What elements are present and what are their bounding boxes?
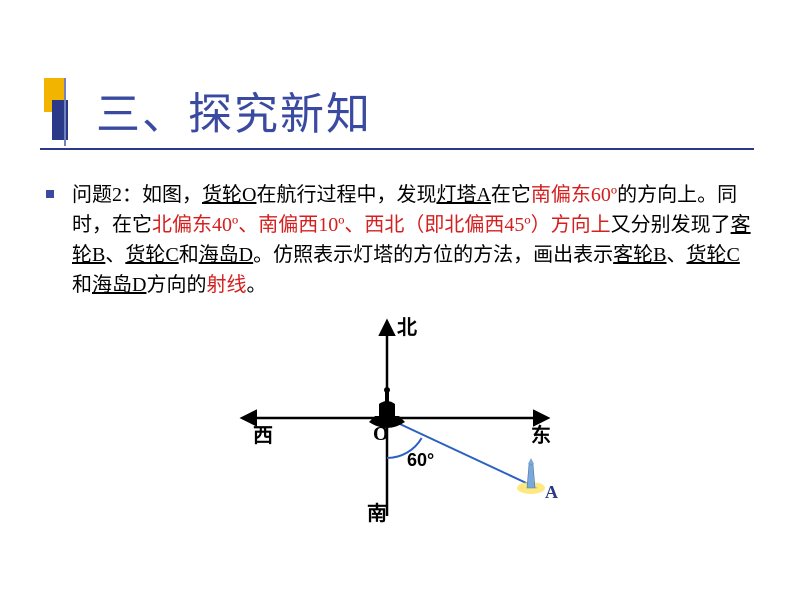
svg-text:A: A: [545, 482, 558, 502]
problem-text: 问题2：如图，货轮O在航行过程中，发现灯塔A在它南偏东60º的方向上。同时，在它…: [72, 180, 754, 300]
text-seg: 在它: [491, 184, 531, 206]
slide-title: 三、探究新知: [96, 78, 372, 142]
body-content: 问题2：如图，货轮O在航行过程中，发现灯塔A在它南偏东60º的方向上。同时，在它…: [46, 180, 754, 300]
text-ray: 射线: [206, 274, 246, 296]
svg-text:60°: 60°: [407, 450, 434, 470]
svg-text:南: 南: [367, 502, 387, 525]
text-seg: 方向的: [146, 274, 206, 296]
svg-text:东: 东: [531, 423, 551, 447]
text-seg: 、: [105, 244, 125, 266]
text-bearings-234: 北偏东40º、南偏西10º、西北（即北偏西45º）方向上: [152, 214, 611, 236]
text-cargo-o: 货轮O: [202, 184, 256, 206]
compass-diagram: 北南 东 西 O 60° A: [207, 310, 587, 555]
text-seg: 。仿照表示灯塔的方位的方法，画出表示: [253, 244, 613, 266]
text-cargo-c: 货轮C: [125, 244, 178, 266]
title-underline: [40, 148, 754, 150]
bullet-icon: [46, 190, 54, 198]
text-seg: 在航行过程中，发现: [256, 184, 436, 206]
svg-text:北: 北: [397, 316, 417, 339]
text-seg: 和: [179, 244, 199, 266]
text-liner-b-2: 客轮B: [613, 244, 666, 266]
text-seg: 。: [246, 274, 266, 296]
text-prefix: 问题2：如图，: [72, 184, 202, 206]
text-seg: 又分别发现了: [611, 214, 731, 236]
text-lighthouse-a: 灯塔A: [436, 184, 490, 206]
text-seg: 、: [666, 244, 686, 266]
text-cargo-c-2: 货轮C: [686, 244, 739, 266]
title-ornament: [40, 78, 76, 140]
svg-text:西: 西: [253, 425, 273, 447]
ornament-vertical-line: [64, 78, 66, 146]
diagram-svg: 北南 东 西 O 60° A: [207, 310, 587, 550]
text-seg: 和: [72, 274, 92, 296]
text-island-d-2: 海岛D: [92, 274, 146, 296]
text-bearing-1: 南偏东60º: [531, 184, 617, 206]
text-island-d: 海岛D: [199, 244, 253, 266]
svg-text:O: O: [373, 423, 389, 445]
